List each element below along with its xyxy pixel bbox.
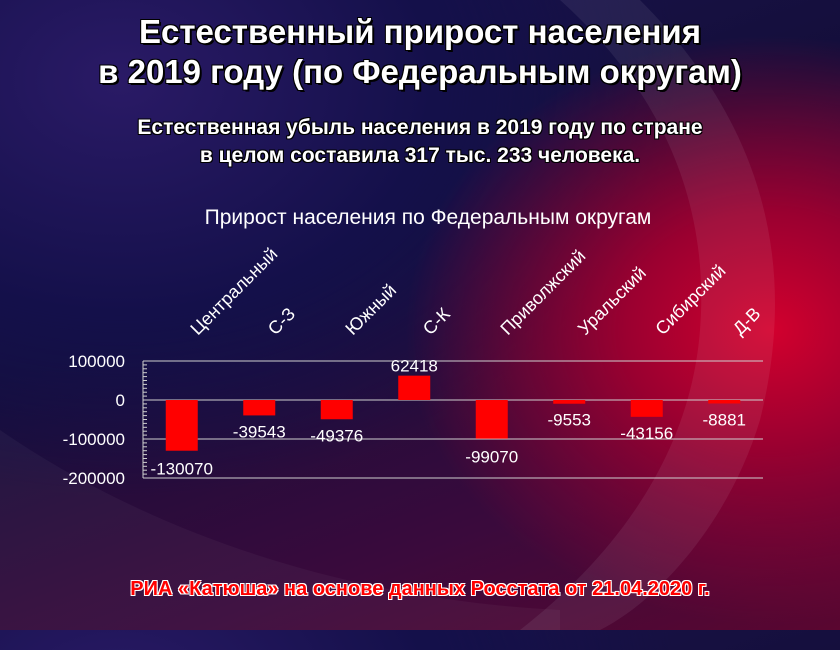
y-tick-label: -100000 xyxy=(63,430,125,449)
bar xyxy=(243,400,276,416)
slide-subtitle: Естественная убыль населения в 2019 году… xyxy=(0,114,840,170)
source-note: РИА «Катюша» на основе данных Росстата о… xyxy=(130,578,710,600)
data-label: -8881 xyxy=(703,410,746,429)
data-label: 62418 xyxy=(391,357,438,376)
category-label: Уральский xyxy=(574,263,650,339)
bar xyxy=(398,375,431,400)
category-label: Южный xyxy=(341,280,400,339)
category-label: Сибирский xyxy=(651,261,729,339)
population-growth-chart: Прирост населения по Федеральным округам… xyxy=(63,206,765,488)
background-swoosh xyxy=(0,0,840,630)
bar xyxy=(553,400,586,404)
bar xyxy=(475,400,508,439)
data-label: -130070 xyxy=(151,460,213,479)
data-label: -49376 xyxy=(310,426,363,445)
y-tick-label: -200000 xyxy=(63,469,125,488)
bar xyxy=(320,400,353,420)
subtitle-line-1: Естественная убыль населения в 2019 году… xyxy=(137,116,703,139)
data-label: -9553 xyxy=(548,411,591,430)
chart-title: Прирост населения по Федеральным округам xyxy=(205,206,652,229)
bar xyxy=(630,400,663,417)
category-label: С-З xyxy=(264,304,299,339)
category-label: Д-В xyxy=(729,303,764,338)
y-tick-label: 0 xyxy=(116,391,125,410)
slide-title: Естественный прирост населения в 2019 го… xyxy=(0,12,840,92)
data-label: -39543 xyxy=(233,422,286,441)
title-line-2: в 2019 году (по Федеральным округам) xyxy=(98,53,742,90)
y-tick-label: 100000 xyxy=(68,352,125,371)
bar xyxy=(165,400,198,451)
data-label: -99070 xyxy=(465,448,518,467)
data-label: -43156 xyxy=(620,424,673,443)
title-line-1: Естественный прирост населения xyxy=(139,13,701,50)
category-label: С-К xyxy=(419,303,454,338)
subtitle-line-2: в целом составила 317 тыс. 233 человека. xyxy=(199,144,641,167)
bar xyxy=(708,400,741,404)
